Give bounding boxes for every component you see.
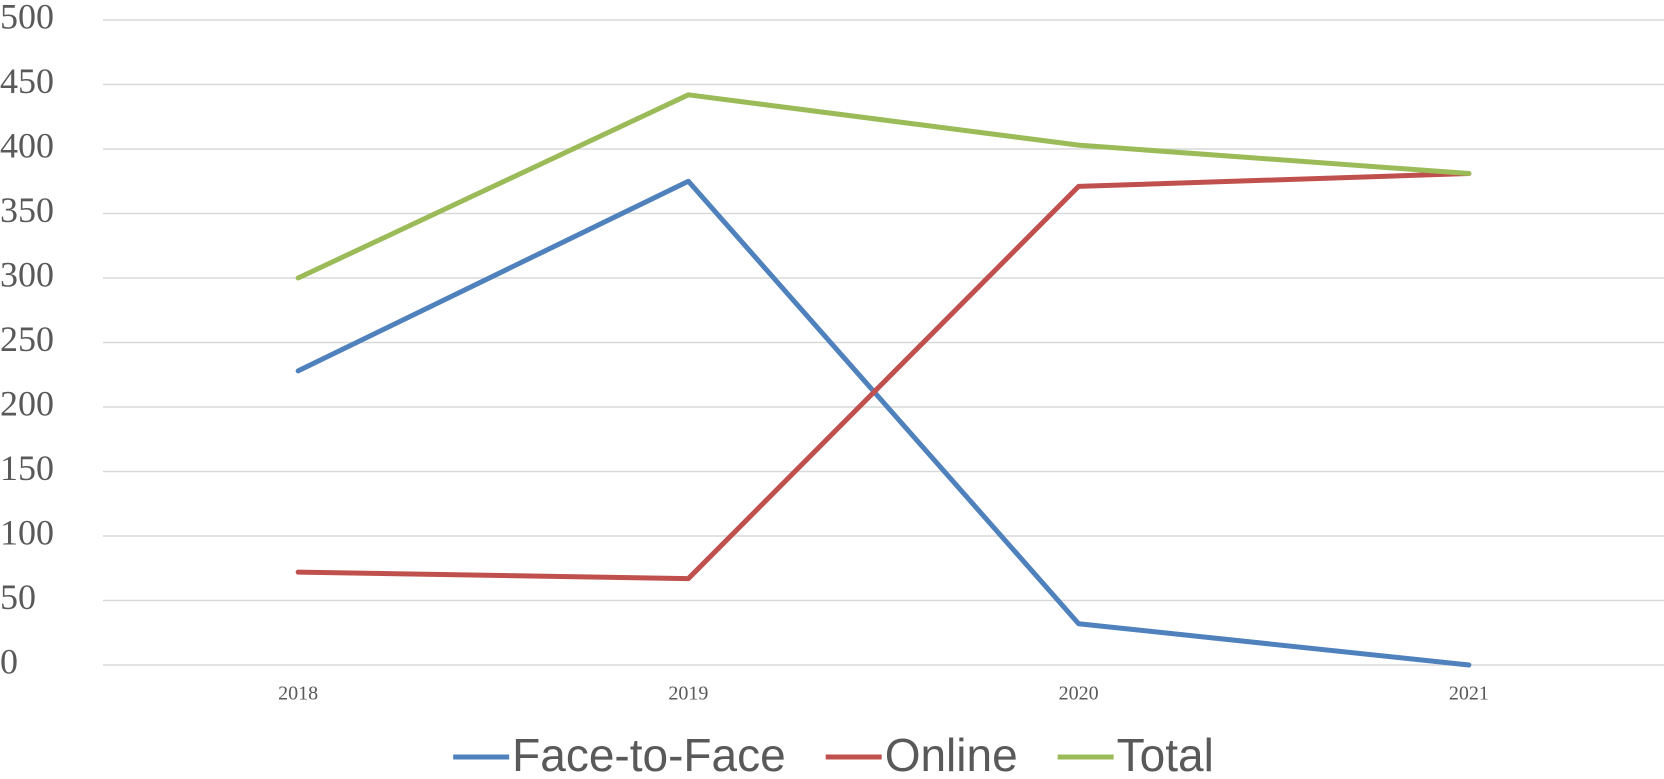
x-tick-label: 2018 bbox=[278, 683, 318, 705]
y-tick-label: 400 bbox=[0, 125, 54, 165]
series-line bbox=[295, 92, 1472, 281]
y-tick-label: 500 bbox=[0, 0, 54, 36]
y-tick-label: 150 bbox=[0, 448, 54, 488]
legend-label: Total bbox=[1117, 729, 1214, 779]
x-tick-label: 2021 bbox=[1449, 683, 1489, 705]
y-tick-label: 100 bbox=[0, 512, 54, 552]
y-tick-label: 250 bbox=[0, 319, 54, 359]
series-line bbox=[295, 171, 1472, 582]
series-line bbox=[295, 178, 1472, 668]
y-tick-label: 0 bbox=[0, 641, 18, 681]
y-tick-label: 300 bbox=[0, 254, 54, 294]
y-tick-label: 450 bbox=[0, 61, 54, 101]
y-tick-label: 50 bbox=[0, 577, 36, 617]
y-tick-label: 350 bbox=[0, 190, 54, 230]
y-tick-label: 200 bbox=[0, 383, 54, 423]
legend-label: Online bbox=[885, 729, 1018, 779]
x-tick-label: 2020 bbox=[1059, 683, 1099, 705]
x-tick-label: 2019 bbox=[668, 683, 708, 705]
legend-label: Face-to-Face bbox=[512, 729, 786, 779]
